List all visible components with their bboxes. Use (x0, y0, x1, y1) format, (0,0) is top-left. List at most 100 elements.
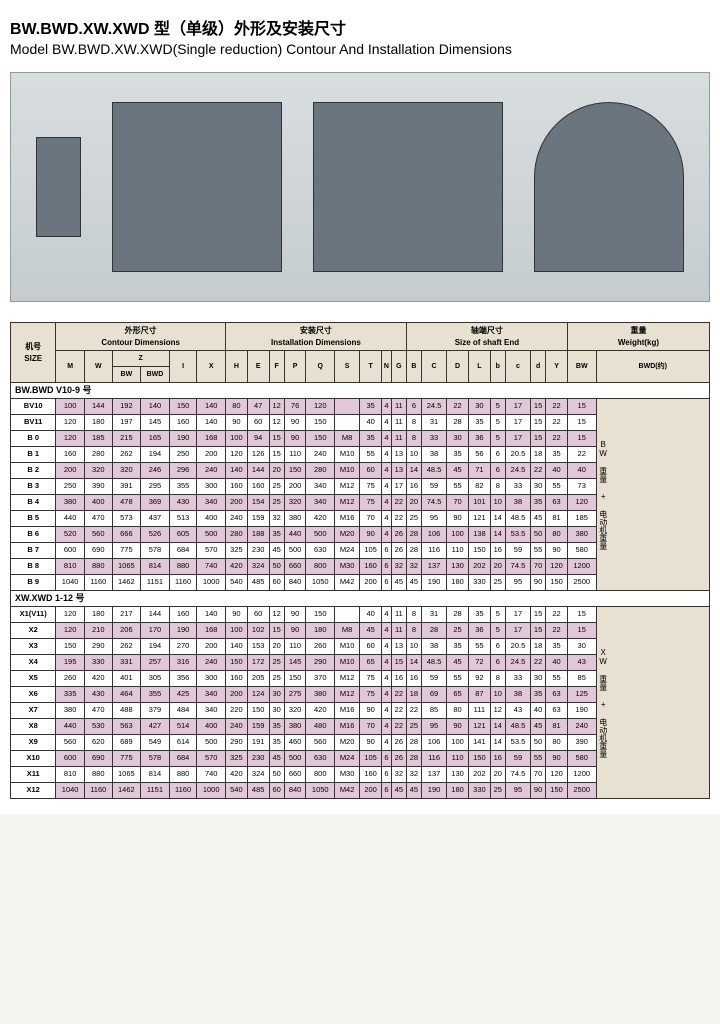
drawing-side-2 (313, 102, 503, 272)
cell: 14 (490, 527, 505, 543)
cell: 102 (247, 623, 269, 639)
cell: 12 (269, 415, 284, 431)
cell: 160 (225, 479, 247, 495)
cell: 110 (284, 447, 306, 463)
cell: 1000 (197, 575, 226, 591)
cell: 331 (112, 655, 141, 671)
cell: 30 (468, 399, 490, 415)
cell: 90 (360, 527, 382, 543)
cell: 70 (360, 511, 382, 527)
cell: 22 (391, 687, 406, 703)
cell: 1065 (112, 559, 141, 575)
cell: 1160 (169, 575, 197, 591)
title-chinese: BW.BWD.XW.XWD 型（单级）外形及安装尺寸 (10, 15, 710, 39)
cell: 137 (421, 767, 446, 783)
cell: 775 (112, 751, 141, 767)
cell: 194 (141, 639, 170, 655)
cell: 87 (468, 687, 490, 703)
cell: 140 (225, 463, 247, 479)
cell: 185 (567, 511, 596, 527)
cell: 540 (225, 575, 247, 591)
cell: 200 (56, 463, 85, 479)
cell: 570 (197, 751, 226, 767)
cell: 160 (169, 415, 197, 431)
row-model: X10 (11, 751, 56, 767)
cell: 810 (56, 559, 85, 575)
cell: 22 (391, 703, 406, 719)
dimensions-table: 机号SIZE外形尺寸Contour Dimensions安装尺寸Installa… (10, 322, 710, 799)
cell: 18 (406, 687, 421, 703)
cell: 20 (269, 639, 284, 655)
row-model: B 4 (11, 495, 56, 511)
cell: 20 (269, 463, 284, 479)
cell: 480 (306, 719, 335, 735)
cell: 300 (197, 479, 226, 495)
cell: 15 (269, 431, 284, 447)
cell: 38 (505, 687, 530, 703)
hdr-col-G: G (391, 351, 406, 383)
cell: 20.5 (505, 447, 530, 463)
cell: 4 (382, 687, 392, 703)
cell: 150 (225, 655, 247, 671)
cell: 580 (567, 543, 596, 559)
cell: 690 (84, 751, 112, 767)
cell: 120 (567, 495, 596, 511)
cell: 17 (505, 415, 530, 431)
cell (335, 399, 360, 415)
cell: 35 (269, 735, 284, 751)
cell: 26 (391, 527, 406, 543)
cell: 280 (306, 463, 335, 479)
cell: 33 (505, 671, 530, 687)
cell: 1040 (56, 783, 85, 799)
cell: M30 (335, 559, 360, 575)
cell: 324 (247, 767, 269, 783)
cell: 210 (84, 623, 112, 639)
cell: 5 (490, 431, 505, 447)
cell: 26 (391, 735, 406, 751)
cell: 4 (382, 527, 392, 543)
cell: 430 (169, 495, 197, 511)
cell: 59 (421, 671, 446, 687)
cell: 340 (197, 703, 226, 719)
hdr-col-c: c (505, 351, 530, 383)
cell: 30 (269, 703, 284, 719)
cell: 17 (505, 431, 530, 447)
cell: 40 (546, 463, 568, 479)
cell: 880 (169, 767, 197, 783)
cell: 150 (468, 751, 490, 767)
cell: 105 (360, 751, 382, 767)
hdr-col-Y: Y (546, 351, 568, 383)
cell: M12 (335, 495, 360, 511)
cell: 470 (84, 703, 112, 719)
hdr-col-P: P (284, 351, 306, 383)
cell: M16 (335, 719, 360, 735)
row-model: B 0 (11, 431, 56, 447)
cell: 30 (269, 687, 284, 703)
cell: 240 (197, 655, 226, 671)
cell: 45 (447, 463, 469, 479)
cell: 430 (84, 687, 112, 703)
cell: 355 (169, 479, 197, 495)
cell: 22 (391, 719, 406, 735)
cell: 15 (531, 431, 546, 447)
cell: 30 (447, 431, 469, 447)
cell: 12 (269, 399, 284, 415)
cell: 1065 (112, 767, 141, 783)
cell: 13 (391, 639, 406, 655)
cell: 400 (197, 511, 226, 527)
title-english: Model BW.BWD.XW.XWD(Single reduction) Co… (10, 41, 710, 57)
cell: 246 (141, 463, 170, 479)
row-model: B 6 (11, 527, 56, 543)
cell: 8 (490, 671, 505, 687)
cell: 275 (284, 687, 306, 703)
cell: 140 (197, 607, 226, 623)
cell (335, 415, 360, 431)
cell: 140 (197, 399, 226, 415)
cell: 324 (247, 559, 269, 575)
cell: 16 (490, 751, 505, 767)
cell: 35 (360, 399, 382, 415)
cell: 4 (382, 719, 392, 735)
cell: 60 (360, 639, 382, 655)
cell: 150 (468, 543, 490, 559)
cell: 59 (505, 543, 530, 559)
